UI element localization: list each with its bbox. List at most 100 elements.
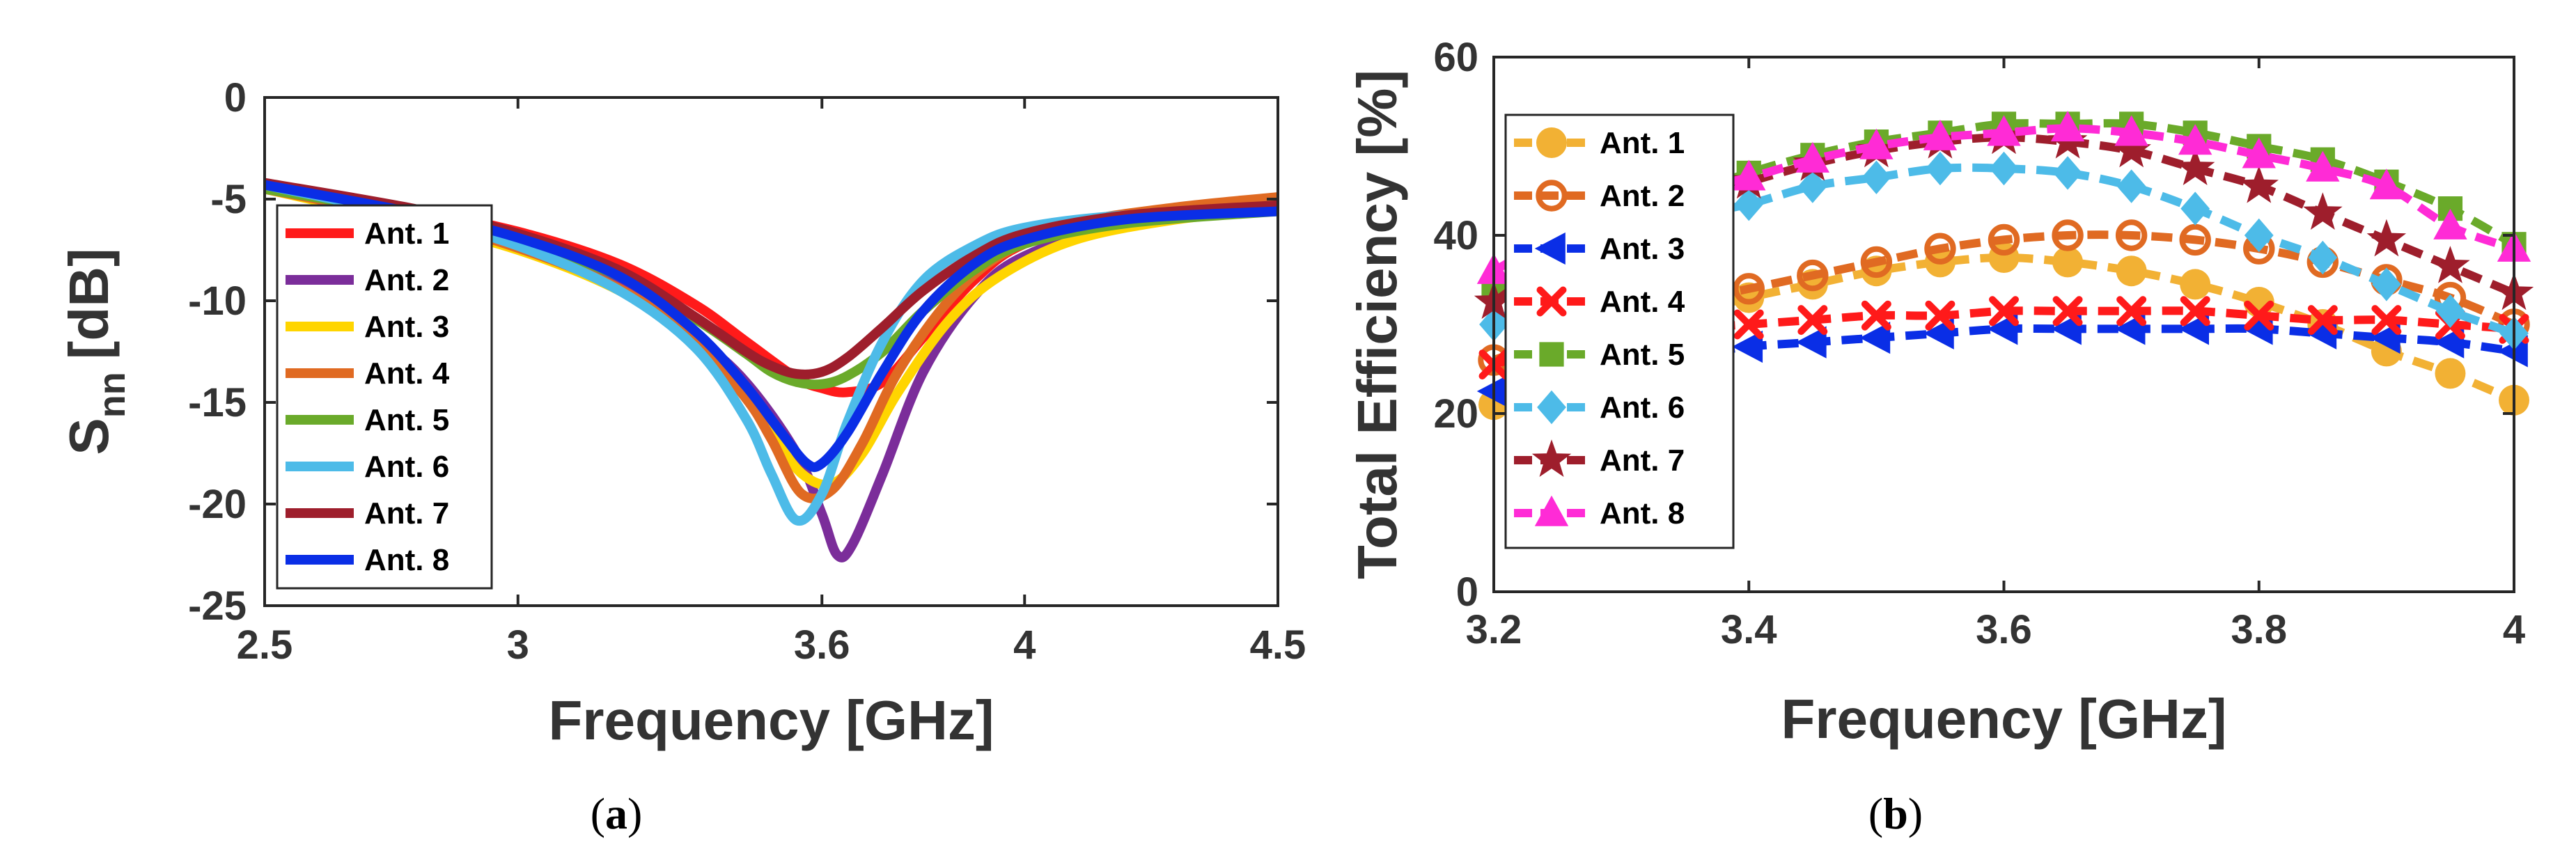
chart-a-caption-letter: a xyxy=(605,789,627,838)
chart-b-data-point xyxy=(2179,223,2211,256)
chart-b-data-point xyxy=(2371,305,2402,336)
chart-b-data-point xyxy=(2369,168,2404,200)
chart-b-data-point xyxy=(1989,151,2019,186)
chart-b-legend-marker xyxy=(1536,286,1567,317)
chart-b-ticks: 3.2 3.4 3.6 3.8 4 60 40 20 0 xyxy=(1433,35,2525,652)
chart-b-y-tick-label: 60 xyxy=(1433,35,1478,80)
chart-b-data-point xyxy=(2180,296,2210,327)
chart-b-caption: (b) xyxy=(1868,789,1923,838)
chart-b-data-point xyxy=(1861,300,1891,331)
chart-a-legend: Ant. 1 Ant. 2 Ant. 3 Ant. 4 Ant. 5 Ant. 6 Ant.… xyxy=(276,204,493,590)
chart-b-data-point xyxy=(2303,192,2343,230)
chart-b-data-point xyxy=(1797,305,1828,336)
chart-b-y-tick-label: 20 xyxy=(1433,391,1478,437)
chart-b-data-point xyxy=(2115,219,2148,251)
chart-b-legend-label: Ant. 4 xyxy=(1600,285,1685,319)
chart-b-legend-label: Ant. 2 xyxy=(1600,179,1685,213)
chart-a-legend-label: Ant. 3 xyxy=(364,310,449,344)
chart-b-data-point xyxy=(2433,208,2467,239)
chart-b-data-point xyxy=(1733,273,1765,305)
chart-a-x-axis-label: Frequency [GHz] xyxy=(548,689,994,751)
chart-b-data-point xyxy=(1987,115,2021,146)
chart-a-y-axis-label-unit: [dB] xyxy=(58,248,120,359)
chart-b-data-point xyxy=(2180,269,2211,300)
chart-b-legend-marker xyxy=(1531,439,1572,477)
chart-b-x-tick-label: 3.4 xyxy=(1721,607,1777,652)
chart-b-data-point xyxy=(1926,151,1955,186)
chart-b-data-point xyxy=(1859,322,1891,354)
chart-b-legend-label: Ant. 1 xyxy=(1600,126,1685,160)
chart-b-data-point xyxy=(1923,119,1958,150)
chart-b-legend-marker xyxy=(1539,342,1564,367)
chart-b-data-point xyxy=(2366,219,2407,257)
chart-b-data-point xyxy=(2306,150,2340,182)
chart-b-data-point xyxy=(1734,187,1764,221)
chart-b-data-point xyxy=(2239,165,2279,203)
chart-b-data-point xyxy=(2116,255,2147,287)
chart-b-data-point xyxy=(1988,223,2020,256)
chart-b-data-point xyxy=(2180,191,2210,226)
chart-b-data-point xyxy=(1924,233,1956,265)
chart-b-data-point xyxy=(2435,358,2466,389)
chart-a-y-tick-label: -10 xyxy=(188,278,247,324)
chart-b-data-point xyxy=(2308,240,2338,275)
chart-b-data-point xyxy=(2497,335,2528,368)
chart-b-y-tick-label: 0 xyxy=(1456,569,1478,615)
chart-b-legend-label: Ant. 6 xyxy=(1600,391,1685,425)
chart-a-legend-box xyxy=(276,204,493,590)
chart-a-series-line-6 xyxy=(265,180,1278,526)
chart-a-x-tick-label: 2.5 xyxy=(237,622,293,668)
chart-a-x-tick-label: 4 xyxy=(1013,622,1036,668)
chart-b-data-point xyxy=(2244,218,2274,253)
chart-b-data-point xyxy=(1795,141,1830,173)
chart-b-data-point xyxy=(1476,375,1508,408)
chart-a-series-line-8 xyxy=(265,180,1278,472)
chart-b-y-tick-label: 40 xyxy=(1433,213,1478,258)
chart-a-plot-lines xyxy=(265,178,1278,563)
chart-b-data-point xyxy=(2175,148,2215,185)
chart-a-y-axis-label-main: S xyxy=(58,418,120,455)
chart-a-x-tick-label: 3.6 xyxy=(794,622,850,668)
chart-b-data-point xyxy=(1861,160,1891,194)
chart-b-legend-label: Ant. 7 xyxy=(1600,443,1685,478)
chart-b-legend-label: Ant. 5 xyxy=(1600,338,1685,372)
chart-a-axes-box xyxy=(263,96,1279,607)
chart-b-data-point xyxy=(1797,259,1829,292)
chart-a-x-tick-label: 4.5 xyxy=(1250,622,1306,668)
chart-a-y-axis-label-subscript: nn xyxy=(91,372,133,418)
chart-b-legend-marker xyxy=(1534,232,1566,265)
chart-b-data-point xyxy=(2244,300,2274,331)
chart-b-data-point xyxy=(1732,330,1763,363)
chart-b-legend: Ant. 1 Ant. 2 Ant. 3 Ant. 4 Ant. 5 Ant. 6 Ant.… xyxy=(1504,113,1735,549)
chart-b-data-point xyxy=(2307,305,2338,336)
chart-a-ticks: 2.5 3 3.6 4 4.5 0 -5 -10 -15 -20 -25 xyxy=(188,75,1306,668)
chart-a-legend-label: Ant. 2 xyxy=(364,263,449,297)
chart-b-x-axis-label: Frequency [GHz] xyxy=(1781,688,2226,750)
chart-b-data-point xyxy=(2053,156,2082,190)
chart-b-caption-letter: b xyxy=(1883,789,1908,838)
chart-b-x-tick-label: 4 xyxy=(2503,607,2525,652)
chart-a-caption: (a) xyxy=(591,789,643,838)
chart-b-x-tick-label: 3.2 xyxy=(1466,607,1522,652)
chart-a-y-tick-label: -25 xyxy=(188,583,247,629)
chart-a-legend-label: Ant. 4 xyxy=(364,356,450,391)
chart-b-data-point xyxy=(1860,246,1893,278)
chart-b-data-point xyxy=(2242,137,2276,168)
chart-b-data-point xyxy=(2178,124,2212,155)
chart-b-data-point xyxy=(2435,294,2465,328)
chart-a-y-tick-label: 0 xyxy=(224,75,247,120)
chart-b-x-tick-label: 3.6 xyxy=(1976,607,2032,652)
chart-b-data-point xyxy=(1795,326,1827,359)
chart-b-y-axis-label: Total Efficiency [%] xyxy=(1346,70,1408,579)
chart-a-y-tick-label: -15 xyxy=(188,380,247,425)
chart-b-data-point xyxy=(2116,169,2146,203)
chart-b-data-point xyxy=(2371,267,2401,301)
chart-a-y-tick-label: -20 xyxy=(188,482,247,527)
chart-b-data-point xyxy=(2111,129,2151,168)
chart-b-data-point xyxy=(2116,296,2147,327)
chart-b-legend-label: Ant. 8 xyxy=(1600,496,1685,530)
chart-a-legend-label: Ant. 7 xyxy=(364,496,449,530)
chart-b-legend-marker xyxy=(1537,390,1566,425)
